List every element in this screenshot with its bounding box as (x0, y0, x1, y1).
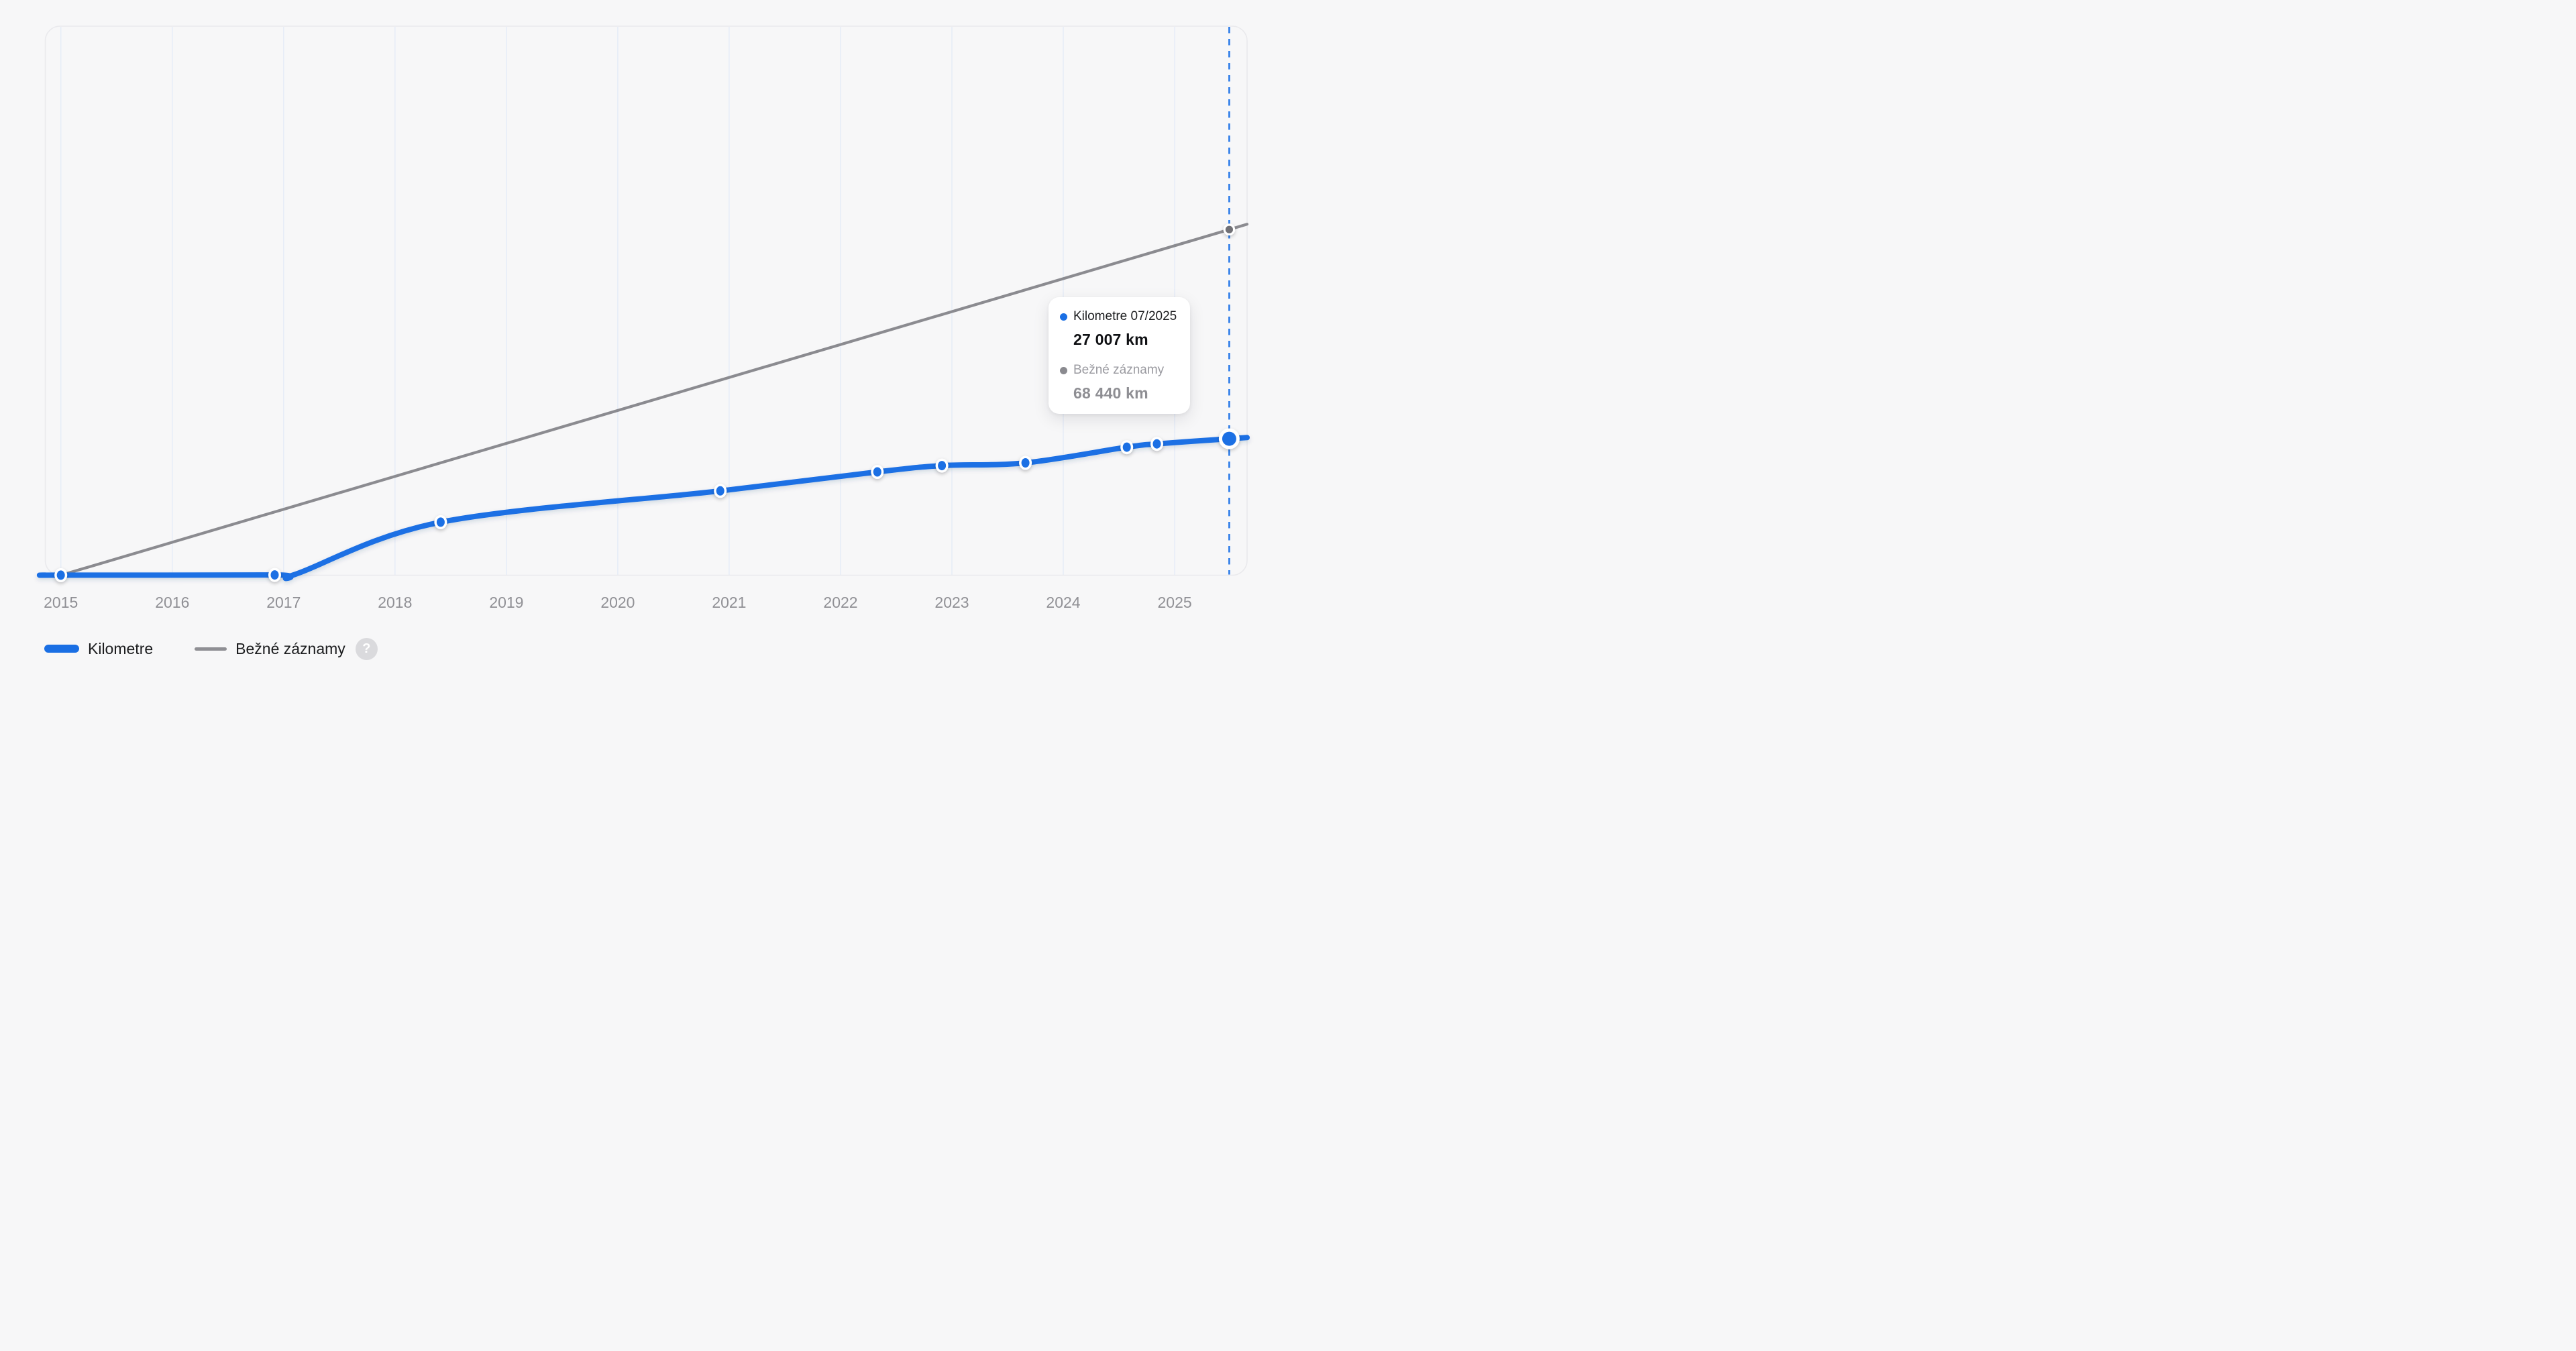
legend-bezne-label: Bežné záznamy (235, 639, 345, 657)
help-question-icon[interactable]: ? (355, 637, 378, 660)
point-kilometre[interactable] (436, 517, 445, 527)
x-axis-label-2024: 2024 (1046, 594, 1080, 611)
x-axis-label-2015: 2015 (44, 594, 78, 611)
tooltip-series1-label: Kilometre 07/2025 (1073, 309, 1177, 323)
legend-item-kilometre[interactable]: Kilometre (44, 640, 153, 658)
x-axis-label-2023: 2023 (934, 594, 969, 611)
x-axis-label-2019: 2019 (489, 594, 523, 611)
mileage-chart-area[interactable]: 2015 2016 2017 2018 2019 2020 2021 2022 2023 2024… (0, 0, 1288, 676)
x-axis-label-2020: 2020 (600, 594, 635, 611)
point-kilometre[interactable] (873, 467, 881, 477)
kilometre-bullet-icon (1060, 313, 1067, 321)
series-line-kilometre (37, 435, 1250, 582)
plot-panel-border (44, 25, 1248, 576)
point-kilometre[interactable] (56, 570, 65, 580)
tooltip-series2-label: Bežné záznamy (1073, 363, 1165, 377)
point-kilometre[interactable] (1152, 439, 1161, 449)
point-kilometre[interactable] (270, 570, 279, 580)
x-axis-label-2017: 2017 (266, 594, 301, 611)
point-kilometre[interactable] (1122, 442, 1131, 452)
x-axis-label-2016: 2016 (155, 594, 189, 611)
marker-dots-group (54, 223, 1240, 582)
legend-item-bezne-zaznamy[interactable]: Bežné záznamy ? (195, 637, 378, 660)
x-axis-label-2022: 2022 (823, 594, 857, 611)
mileage-line-chart[interactable]: 2015 2016 2017 2018 2019 2020 2021 2022 2023 2024… (0, 0, 1288, 676)
point-kilometre[interactable] (716, 486, 724, 496)
point-bezne-zaznamy[interactable] (1225, 225, 1233, 233)
tooltip-series2-value: 68 440 km (1073, 384, 1148, 402)
tooltip-series1-value: 27 007 km (1073, 331, 1148, 348)
x-axis-label-2025: 2025 (1158, 594, 1192, 611)
x-axis-label-2021: 2021 (712, 594, 746, 611)
current-point-kilometre[interactable] (1222, 431, 1236, 446)
point-kilometre[interactable] (938, 461, 947, 471)
bezne-swatch-icon (195, 647, 227, 651)
point-kilometre[interactable] (1021, 458, 1030, 468)
chart-legend: Kilometre Bežné záznamy ? (44, 635, 378, 662)
kilometre-swatch-icon (44, 645, 79, 653)
x-axis-label-2018: 2018 (378, 594, 412, 611)
chart-tooltip: Kilometre 07/2025 27 007 km Bežné záznam… (1049, 297, 1191, 414)
bezne-bullet-icon (1060, 366, 1067, 374)
legend-kilometre-label: Kilometre (88, 639, 154, 657)
